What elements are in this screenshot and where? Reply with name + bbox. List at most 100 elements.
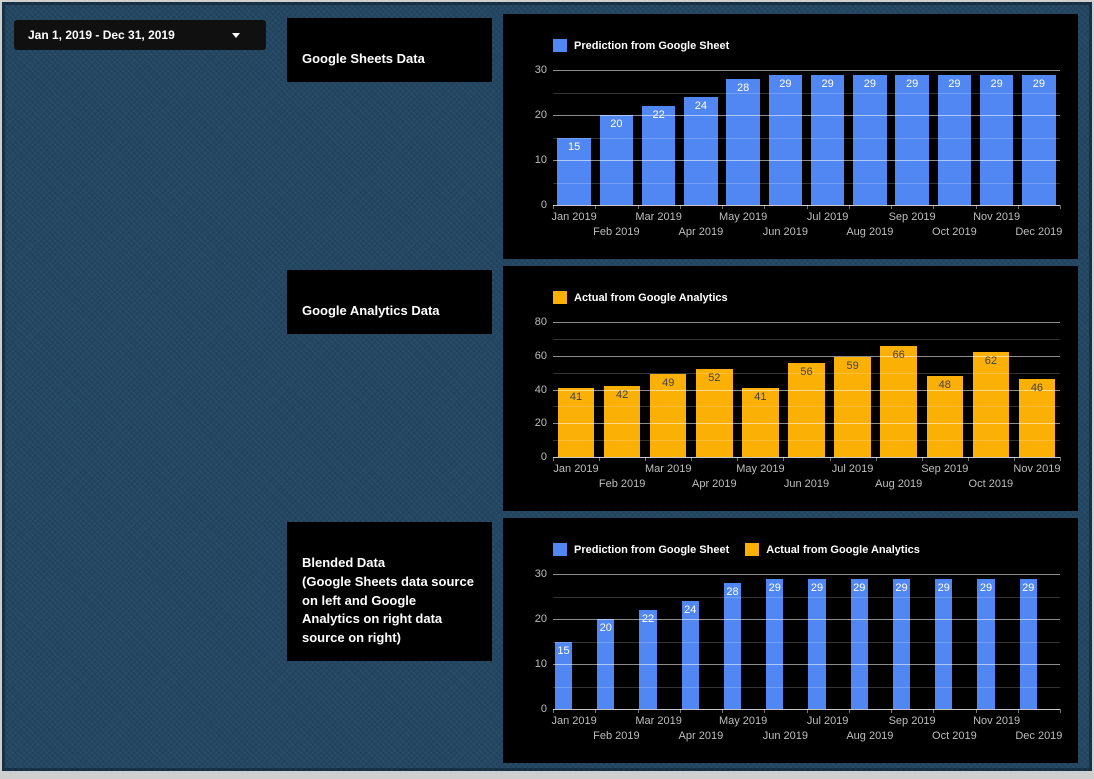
bar-aug[interactable] [853, 74, 887, 205]
x-axis-tick-label: May 2019 [718, 715, 768, 727]
prediction-series-swatch-icon [553, 39, 567, 52]
bar-value-label: 29 [863, 77, 876, 90]
bar-may[interactable] [726, 79, 760, 205]
axis-tick-mark [595, 709, 597, 713]
gridline [553, 355, 1060, 357]
chart-legend: Prediction from Google Sheet Actual from … [553, 543, 920, 556]
bar-value-label: 29 [905, 77, 919, 90]
x-axis-tick-label: Jan 2019 [551, 211, 597, 223]
bar-jun[interactable] [768, 74, 803, 205]
sheets-title-card: Google Sheets Data [287, 18, 492, 82]
axis-tick-mark [595, 205, 597, 209]
legend-label: Prediction from Google Sheet [574, 39, 730, 52]
gridline [553, 338, 1060, 340]
bar-feb[interactable] [603, 386, 641, 457]
bar-dec[interactable] [1022, 74, 1056, 205]
x-axis-tick-label: Nov 2019 [1013, 463, 1061, 475]
gridline [553, 686, 1060, 688]
x-axis-tick-label: Feb 2019 [593, 730, 640, 742]
bar-may[interactable] [723, 583, 742, 709]
bar-nov[interactable] [979, 74, 1014, 205]
y-axis-tick-label: 10 [534, 658, 547, 670]
bar-value-label: 59 [846, 360, 859, 373]
x-axis-tick-label: Jan 2019 [551, 715, 597, 727]
axis-tick-mark [764, 709, 766, 713]
bar-mar[interactable] [641, 106, 676, 205]
axis-tick-mark [722, 709, 723, 713]
x-axis-tick-label: Nov 2019 [973, 715, 1021, 727]
bar-jul[interactable] [808, 578, 826, 709]
bar-value-label: 66 [892, 348, 905, 361]
bar-jun[interactable] [766, 578, 784, 709]
bar-value-label: 29 [821, 77, 834, 90]
legend-item: Prediction from Google Sheet [553, 543, 729, 556]
bar-apr[interactable] [696, 369, 733, 457]
axis-tick-mark [1060, 457, 1061, 461]
x-axis-tick-label: Apr 2019 [691, 478, 737, 490]
blended-title-text: Blended Data (Google Sheets data source … [302, 554, 474, 646]
y-axis-tick-label: 0 [540, 199, 547, 211]
bar-jul[interactable] [834, 357, 871, 457]
axis-tick-mark [975, 709, 977, 713]
bar-aug[interactable] [850, 578, 868, 709]
x-axis-tick-label: Jul 2019 [831, 463, 874, 475]
gridline [553, 423, 1060, 425]
bar-nov[interactable] [977, 578, 995, 709]
bar-oct[interactable] [935, 578, 953, 709]
bar-nov[interactable] [1018, 379, 1056, 457]
y-axis-tick-label: 20 [534, 109, 547, 121]
x-axis-tick-label: May 2019 [718, 211, 768, 223]
axis-tick-mark [679, 205, 681, 209]
y-axis-tick-label: 30 [534, 568, 547, 580]
bar-jan[interactable] [557, 387, 595, 457]
x-axis-tick-label: Aug 2019 [846, 730, 894, 742]
x-axis-tick-label: Jun 2019 [762, 730, 809, 742]
x-axis-tick-label: May 2019 [736, 463, 785, 475]
x-axis-tick-label: Sep 2019 [921, 463, 969, 475]
bar-value-label: 22 [641, 613, 655, 625]
bar-oct[interactable] [972, 352, 1010, 457]
gridline [553, 70, 1060, 71]
gridline [553, 322, 1060, 323]
bar-sep[interactable] [892, 578, 911, 709]
bar-sep[interactable] [895, 74, 929, 205]
y-axis-tick-label: 20 [534, 417, 547, 430]
gridline [553, 115, 1060, 116]
gridline [553, 619, 1060, 620]
bar-value-label: 62 [984, 355, 997, 368]
bar-oct[interactable] [937, 74, 972, 205]
bar-value-label: 29 [948, 77, 961, 90]
bar-value-label: 20 [599, 622, 612, 634]
bar-jan[interactable] [557, 137, 591, 205]
y-axis-tick-label: 10 [534, 154, 547, 166]
sheets-title-text: Google Sheets Data [302, 50, 425, 66]
bar-value-label: 29 [853, 581, 866, 594]
bar-value-label: 15 [567, 140, 581, 153]
bar-mar[interactable] [650, 374, 687, 457]
bar-aug[interactable] [880, 345, 917, 457]
axis-tick-mark [553, 205, 554, 209]
bar-apr[interactable] [681, 601, 699, 709]
gridline [553, 457, 1060, 458]
bar-jan[interactable] [554, 641, 573, 709]
bar-value-label: 28 [726, 586, 739, 598]
bar-mar[interactable] [639, 610, 657, 709]
axis-tick-mark [967, 457, 969, 461]
bar-apr[interactable] [684, 97, 718, 205]
x-axis-tick-label: Aug 2019 [875, 478, 923, 490]
axis-tick-mark [921, 457, 923, 461]
axis-tick-mark [829, 457, 831, 461]
axis-tick-mark [1060, 205, 1061, 209]
gridline [553, 406, 1060, 408]
bar-jun[interactable] [788, 362, 825, 457]
bar-jul[interactable] [810, 74, 845, 205]
axis-tick-mark [691, 457, 693, 461]
bar-dec[interactable] [1019, 578, 1037, 709]
bar-value-label: 29 [768, 581, 781, 594]
axis-tick-mark [764, 205, 766, 209]
gridline [553, 596, 1060, 598]
bar-value-label: 49 [662, 377, 675, 390]
gridline [553, 182, 1060, 184]
bar-may[interactable] [742, 387, 779, 457]
date-range-control[interactable]: Jan 1, 2019 - Dec 31, 2019 [14, 20, 266, 50]
